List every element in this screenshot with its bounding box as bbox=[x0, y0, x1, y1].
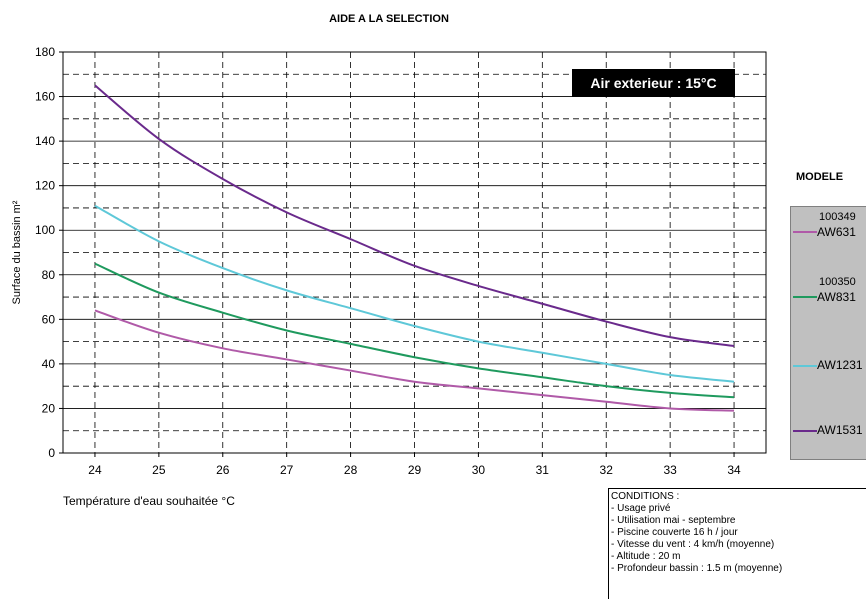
conditions-line: - Utilisation mai - septembre bbox=[611, 515, 736, 526]
y-tick-label: 40 bbox=[42, 357, 56, 371]
legend-entry-aw831: 100350 AW831 bbox=[791, 276, 866, 306]
x-tick-label: 32 bbox=[600, 463, 614, 477]
x-tick-label: 26 bbox=[216, 463, 230, 477]
x-tick-label: 34 bbox=[727, 463, 741, 477]
y-tick-label: 160 bbox=[35, 90, 55, 104]
series-line-aw1531 bbox=[94, 84, 735, 348]
y-tick-label: 180 bbox=[35, 45, 55, 59]
y-tick-label: 60 bbox=[42, 312, 56, 326]
legend-swatch-aw1231 bbox=[793, 365, 817, 367]
x-tick-label: 29 bbox=[408, 463, 422, 477]
conditions-box: CONDITIONS : - Usage privé - Utilisation… bbox=[608, 488, 866, 599]
conditions-line: - Usage privé bbox=[611, 503, 671, 514]
x-axis-label: Température d'eau souhaitée °C bbox=[63, 494, 235, 508]
legend-swatch-aw631 bbox=[793, 231, 817, 233]
air-temperature-annotation: Air exterieur : 15°C bbox=[572, 69, 735, 97]
y-axis-label: Surface du bassin m² bbox=[11, 200, 23, 304]
legend-label-aw1531: AW1531 bbox=[817, 423, 863, 437]
conditions-line: CONDITIONS : bbox=[611, 491, 680, 502]
y-tick-label: 120 bbox=[35, 179, 55, 193]
x-tick-label: 24 bbox=[88, 463, 102, 477]
x-tick-label: 28 bbox=[344, 463, 358, 477]
legend-entry-aw1531: AW1531 bbox=[791, 422, 866, 452]
legend-swatch-aw1531 bbox=[793, 430, 817, 432]
y-tick-label: 100 bbox=[35, 223, 55, 237]
y-tick-label: 80 bbox=[42, 268, 56, 282]
legend-title: MODELE bbox=[796, 171, 844, 183]
legend-code-1: 100349 bbox=[819, 211, 856, 223]
y-tick-label: 0 bbox=[48, 446, 55, 460]
x-tick-label: 33 bbox=[663, 463, 677, 477]
series-line-aw1231 bbox=[94, 204, 735, 383]
chart-title: AIDE A LA SELECTION bbox=[329, 13, 449, 25]
x-tick-label: 31 bbox=[536, 463, 550, 477]
legend-label-aw631: AW631 bbox=[817, 225, 856, 239]
legend-swatch-aw831 bbox=[793, 296, 817, 298]
x-tick-label: 25 bbox=[152, 463, 166, 477]
x-tick-label: 30 bbox=[472, 463, 486, 477]
legend-label-aw831: AW831 bbox=[817, 290, 856, 304]
legend-panel: 100349 AW631 100350 AW831 AW1231 AW1531 bbox=[790, 206, 866, 460]
conditions-line: - Vitesse du vent : 4 km/h (moyenne) bbox=[611, 539, 775, 550]
legend-entry-aw631: 100349 AW631 bbox=[791, 211, 866, 241]
x-tick-label: 27 bbox=[280, 463, 294, 477]
series-line-aw831 bbox=[94, 262, 735, 399]
conditions-line: - Altitude : 20 m bbox=[611, 551, 681, 562]
legend-label-aw1231: AW1231 bbox=[817, 358, 863, 372]
legend-code-2: 100350 bbox=[819, 276, 856, 288]
series-line-aw631 bbox=[94, 309, 735, 412]
conditions-line: - Piscine couverte 16 h / jour bbox=[611, 527, 738, 538]
y-tick-label: 20 bbox=[42, 401, 56, 415]
conditions-line: - Profondeur bassin : 1.5 m (moyenne) bbox=[611, 563, 783, 574]
legend-entry-aw1231: AW1231 bbox=[791, 357, 866, 387]
y-tick-label: 140 bbox=[35, 134, 55, 148]
